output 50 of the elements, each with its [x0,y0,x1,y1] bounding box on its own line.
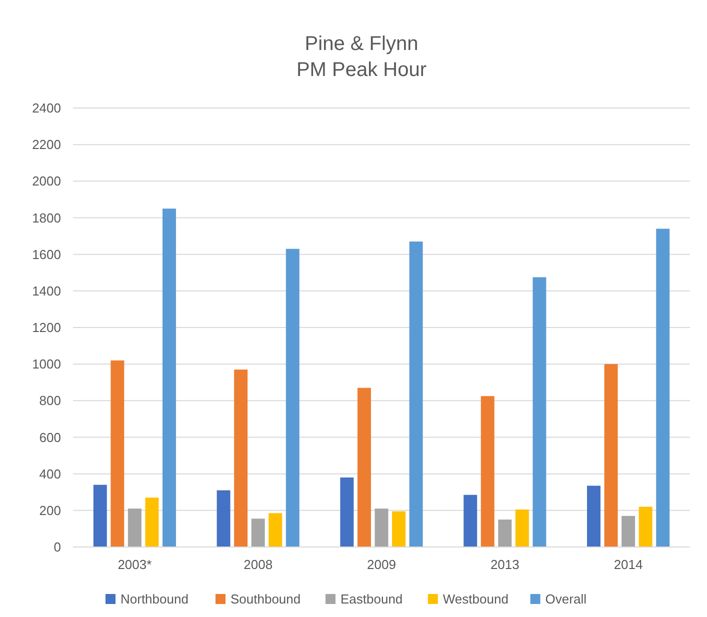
legend-label: Northbound [120,592,188,607]
y-tick-label: 1800 [32,210,61,226]
bar [515,510,529,547]
bar [234,370,248,547]
x-tick-label: 2003* [118,557,152,572]
bar [409,242,423,547]
bar [268,513,282,547]
bar [532,277,546,547]
y-tick-label: 2000 [32,174,61,189]
chart-subtitle: PM Peak Hour [296,59,427,81]
y-tick-label: 200 [39,502,61,518]
bar [498,520,512,547]
bar [162,208,176,547]
bar [216,490,230,547]
bar [587,486,600,547]
legend-label: Eastbound [340,592,403,607]
bar [392,511,406,547]
y-tick-label: 1000 [32,356,61,372]
bar [604,364,618,547]
bar [357,388,371,547]
y-tick-label: 2400 [32,100,61,116]
y-tick-label: 1400 [32,283,61,298]
bar [374,508,388,547]
legend-label: Westbound [442,592,508,607]
y-tick-label: 0 [54,540,61,555]
bar [93,484,107,547]
y-tick-label: 1200 [32,320,61,336]
bar [656,228,670,547]
y-tick-label: 1600 [32,246,61,262]
legend-label: Overall [545,592,587,607]
x-tick-label: 2013 [490,557,520,572]
bar [110,360,124,547]
bar [251,518,265,547]
x-tick-label: 2008 [244,557,273,572]
y-tick-label: 600 [39,430,61,445]
chart-title: Pine & Flynn [304,33,418,55]
x-tick-label: 2009 [367,557,396,572]
bar [638,506,652,547]
bar [145,498,159,547]
bar [464,494,478,547]
legend-label: Southbound [230,592,301,607]
y-tick-label: 400 [39,466,61,482]
bar [480,396,494,547]
y-tick-label: 800 [39,393,61,408]
y-tick-label: 2200 [32,137,61,152]
bar [128,508,142,547]
bar [622,516,636,547]
x-tick-label: 2014 [614,557,643,572]
bar [340,477,354,547]
bar [286,248,300,547]
